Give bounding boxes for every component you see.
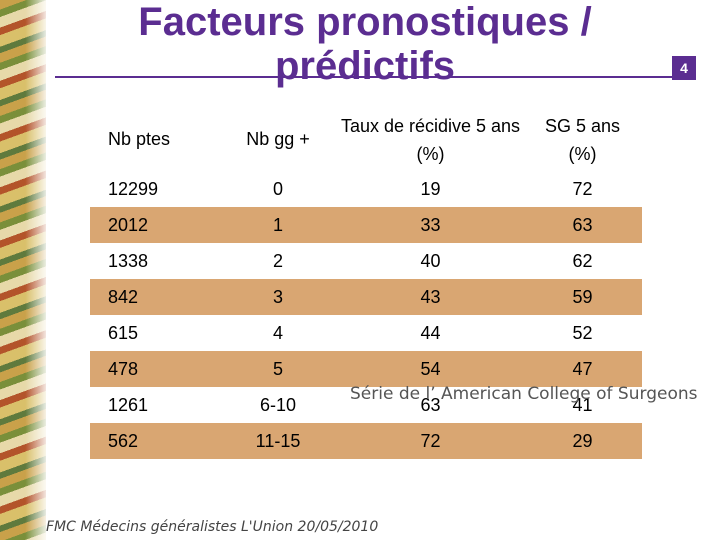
header-sg: SG 5 ans (%) (523, 108, 642, 171)
decorative-side-artwork (0, 0, 46, 540)
table-row: 478 5 54 47 (90, 351, 642, 387)
header-recidive-line2: (%) (416, 143, 445, 164)
header-sg-line2: (%) (568, 143, 597, 164)
cell-nb-ptes: 562 (90, 423, 218, 459)
table-row: 562 11-15 72 29 (90, 423, 642, 459)
cell-nb-ptes: 12299 (108, 178, 159, 199)
cell-recidive: 63 (420, 394, 441, 415)
header-recidive-line1: Taux de récidive 5 ans (340, 115, 521, 136)
cell-nb-ptes: 1261 (108, 394, 149, 415)
table-header-row: Nb ptes Nb gg + Taux de récidive 5 ans (… (90, 108, 642, 171)
cell-nb-gg: 0 (272, 178, 283, 199)
cell-nb-gg: 3 (218, 279, 338, 315)
cell-nb-gg: 4 (272, 322, 283, 343)
footer-text: FMC Médecins généralistes L'Union 20/05/… (46, 519, 379, 535)
table-row: 1261 6-10 63 41 (90, 387, 642, 423)
header-sg-line1: SG 5 ans (544, 115, 621, 136)
cell-nb-ptes: 615 (108, 322, 139, 343)
cell-nb-gg: 1 (218, 207, 338, 243)
cell-recidive: 72 (338, 423, 523, 459)
table-row: 1338 2 40 62 (90, 243, 642, 279)
title-underline (55, 76, 673, 78)
cell-sg: 41 (572, 394, 593, 415)
slide-title-line2: prédictifs (274, 44, 456, 88)
cell-recidive: 33 (338, 207, 523, 243)
cell-sg: 52 (572, 322, 593, 343)
cell-nb-ptes: 1338 (108, 250, 149, 271)
cell-recidive: 54 (338, 351, 523, 387)
cell-recidive: 19 (420, 178, 441, 199)
cell-nb-ptes: 478 (90, 351, 218, 387)
cell-recidive: 44 (420, 322, 441, 343)
slide-title-line1: Facteurs pronostiques / (138, 0, 592, 44)
cell-sg: 62 (572, 250, 593, 271)
cell-nb-ptes: 842 (90, 279, 218, 315)
prognostic-table: Nb ptes Nb gg + Taux de récidive 5 ans (… (90, 108, 642, 459)
cell-sg: 47 (523, 351, 642, 387)
table-row: 615 4 44 52 (90, 315, 642, 351)
cell-recidive: 43 (338, 279, 523, 315)
header-recidive: Taux de récidive 5 ans (%) (338, 108, 523, 171)
cell-nb-gg: 11-15 (218, 423, 338, 459)
source-note: Série de l’ American College of Surgeons (350, 384, 698, 404)
cell-nb-gg: 6-10 (259, 394, 297, 415)
header-nb-gg: Nb gg + (246, 129, 310, 149)
cell-nb-ptes: 2012 (90, 207, 218, 243)
cell-sg: 72 (572, 178, 593, 199)
cell-recidive: 40 (420, 250, 441, 271)
table-row: 12299 0 19 72 (90, 171, 642, 207)
cell-sg: 63 (523, 207, 642, 243)
cell-sg: 29 (523, 423, 642, 459)
cell-sg: 59 (523, 279, 642, 315)
cell-nb-gg: 2 (272, 250, 283, 271)
cell-nb-gg: 5 (218, 351, 338, 387)
header-nb-ptes: Nb ptes (108, 129, 171, 149)
slide-title: Facteurs pronostiques / prédictifs (60, 0, 670, 88)
page-number-badge: 4 (672, 56, 696, 80)
table-row: 842 3 43 59 (90, 279, 642, 315)
table-row: 2012 1 33 63 (90, 207, 642, 243)
